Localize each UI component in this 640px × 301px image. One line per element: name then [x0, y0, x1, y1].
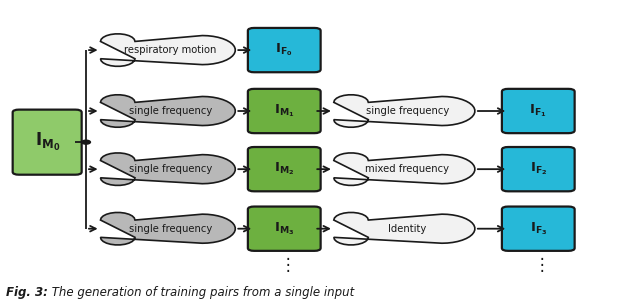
- Text: $\bf{I_{F_0}}$: $\bf{I_{F_0}}$: [275, 42, 293, 58]
- Text: $\bf{I_{F_1}}$: $\bf{I_{F_1}}$: [529, 103, 547, 119]
- Text: $\bf{I_{M_1}}$: $\bf{I_{M_1}}$: [274, 103, 294, 119]
- Text: respiratory motion: respiratory motion: [124, 45, 217, 55]
- Polygon shape: [100, 95, 236, 127]
- Polygon shape: [334, 213, 475, 245]
- Text: $\bf{I_{M_0}}$: $\bf{I_{M_0}}$: [35, 131, 60, 153]
- Text: mixed frequency: mixed frequency: [365, 164, 449, 174]
- Text: single frequency: single frequency: [365, 106, 449, 116]
- FancyBboxPatch shape: [13, 110, 82, 175]
- Text: $\vdots$: $\vdots$: [532, 255, 544, 274]
- Text: single frequency: single frequency: [129, 106, 212, 116]
- FancyBboxPatch shape: [248, 28, 321, 72]
- Text: $\bf{I_{M_2}}$: $\bf{I_{M_2}}$: [274, 161, 294, 178]
- Text: Identity: Identity: [388, 224, 426, 234]
- FancyBboxPatch shape: [502, 206, 575, 251]
- Text: single frequency: single frequency: [129, 164, 212, 174]
- FancyBboxPatch shape: [502, 89, 575, 133]
- FancyBboxPatch shape: [248, 147, 321, 191]
- FancyBboxPatch shape: [502, 147, 575, 191]
- Text: $\bf{I_{F_2}}$: $\bf{I_{F_2}}$: [529, 161, 547, 178]
- Text: Fig. 3:: Fig. 3:: [6, 287, 48, 299]
- Polygon shape: [334, 153, 475, 185]
- Text: $\vdots$: $\vdots$: [278, 255, 290, 274]
- Polygon shape: [100, 153, 236, 185]
- Polygon shape: [100, 213, 236, 245]
- Text: The generation of training pairs from a single input: The generation of training pairs from a …: [48, 287, 355, 299]
- FancyBboxPatch shape: [248, 89, 321, 133]
- Text: $\bf{I_{M_3}}$: $\bf{I_{M_3}}$: [274, 220, 294, 237]
- Circle shape: [82, 140, 90, 144]
- Text: $\bf{I_{F_3}}$: $\bf{I_{F_3}}$: [529, 220, 547, 237]
- FancyBboxPatch shape: [248, 206, 321, 251]
- Text: single frequency: single frequency: [129, 224, 212, 234]
- Polygon shape: [334, 95, 475, 127]
- Polygon shape: [100, 34, 236, 66]
